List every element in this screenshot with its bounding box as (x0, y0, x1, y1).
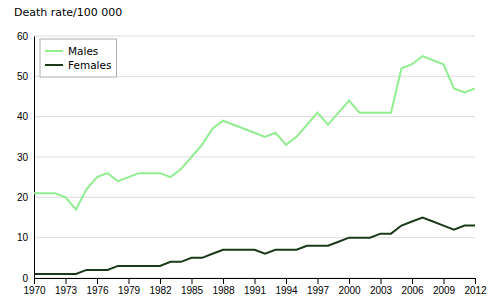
x-axis-line (35, 279, 476, 285)
x-tick-mark (34, 278, 35, 284)
grid-line (34, 237, 475, 238)
x-tick: 2006 (401, 278, 424, 296)
x-tick: 2012 (464, 278, 487, 296)
x-tick-mark (160, 278, 161, 284)
y-tick-label: 50 (17, 71, 29, 82)
x-tick-mark (444, 278, 445, 284)
y-axis-line (34, 37, 35, 279)
legend: Males Females (40, 39, 116, 77)
x-tick-label: 1997 (307, 285, 330, 296)
y-tick: 10 (17, 232, 34, 243)
legend-label: Males (68, 45, 98, 57)
x-tick-label: 2003 (370, 285, 393, 296)
x-tick-label: 1991 (244, 285, 267, 296)
y-tick: 40 (17, 111, 34, 122)
x-tick: 1991 (244, 278, 267, 296)
x-tick-mark (286, 278, 287, 284)
x-tick-mark (412, 278, 413, 284)
x-tick-mark (192, 278, 193, 284)
series-line (34, 56, 475, 209)
plot: 1970 1973 1976 1979 1982 1985 1988 1991 1994 1997… (17, 31, 487, 296)
y-tick-label: 0 (22, 273, 28, 284)
x-tick-label: 1985 (181, 285, 204, 296)
x-tick-mark (318, 278, 319, 284)
x-tick-mark (66, 278, 67, 284)
x-tick: 1988 (212, 278, 235, 296)
x-tick-mark (349, 278, 350, 284)
x-axis: 1970 1973 1976 1979 1982 1985 1988 1991 1994 1997… (23, 278, 487, 296)
x-tick-mark (129, 278, 130, 284)
y-tick: 60 (17, 31, 34, 42)
x-tick: 1994 (275, 278, 298, 296)
y-axis-title: Death rate/100 000 (14, 6, 122, 19)
x-tick: 1982 (149, 278, 172, 296)
lines (34, 56, 475, 274)
y-tick-label: 40 (17, 111, 29, 122)
x-tick-label: 1976 (86, 285, 109, 296)
y-tick: 50 (17, 71, 34, 82)
grid-line (34, 157, 475, 158)
x-tick: 1997 (307, 278, 330, 296)
x-tick-mark (475, 278, 476, 284)
x-tick-label: 1979 (118, 285, 141, 296)
y-tick: 30 (17, 152, 34, 163)
legend-box (40, 39, 116, 77)
legend-swatch (45, 64, 63, 66)
grid-line (34, 197, 475, 198)
y-tick: 20 (17, 192, 34, 203)
x-tick-label: 1994 (275, 285, 298, 296)
grid-line (34, 36, 475, 37)
x-tick: 1979 (118, 278, 141, 296)
x-tick-mark (255, 278, 256, 284)
chart: 1970 1973 1976 1979 1982 1985 1988 1991 1994 1997… (0, 0, 493, 304)
x-tick-mark (381, 278, 382, 284)
grid-line (34, 116, 475, 117)
x-tick-mark (223, 278, 224, 284)
y-tick-label: 30 (17, 152, 29, 163)
x-tick: 2003 (370, 278, 393, 296)
x-tick: 2009 (433, 278, 456, 296)
x-tick-label: 1988 (212, 285, 235, 296)
x-tick: 1976 (86, 278, 109, 296)
x-tick-label: 2000 (338, 285, 361, 296)
y-tick-label: 10 (17, 232, 29, 243)
x-tick: 2000 (338, 278, 361, 296)
x-tick-label: 1973 (55, 285, 78, 296)
x-tick-mark (97, 278, 98, 284)
x-tick-label: 2009 (433, 285, 456, 296)
x-tick: 1985 (181, 278, 204, 296)
y-axis: 0 10 20 30 40 50 60 (17, 31, 35, 284)
legend-label: Females (68, 59, 111, 71)
y-tick-label: 20 (17, 192, 29, 203)
y-tick-label: 60 (17, 31, 29, 42)
series-line (34, 218, 475, 274)
legend-swatch (45, 50, 63, 52)
x-tick-label: 1982 (149, 285, 172, 296)
x-tick: 1973 (55, 278, 78, 296)
x-tick-label: 2006 (401, 285, 424, 296)
x-tick-label: 2012 (464, 285, 487, 296)
grid (34, 36, 475, 278)
x-tick-label: 1970 (23, 285, 46, 296)
y-tick: 0 (22, 273, 34, 284)
